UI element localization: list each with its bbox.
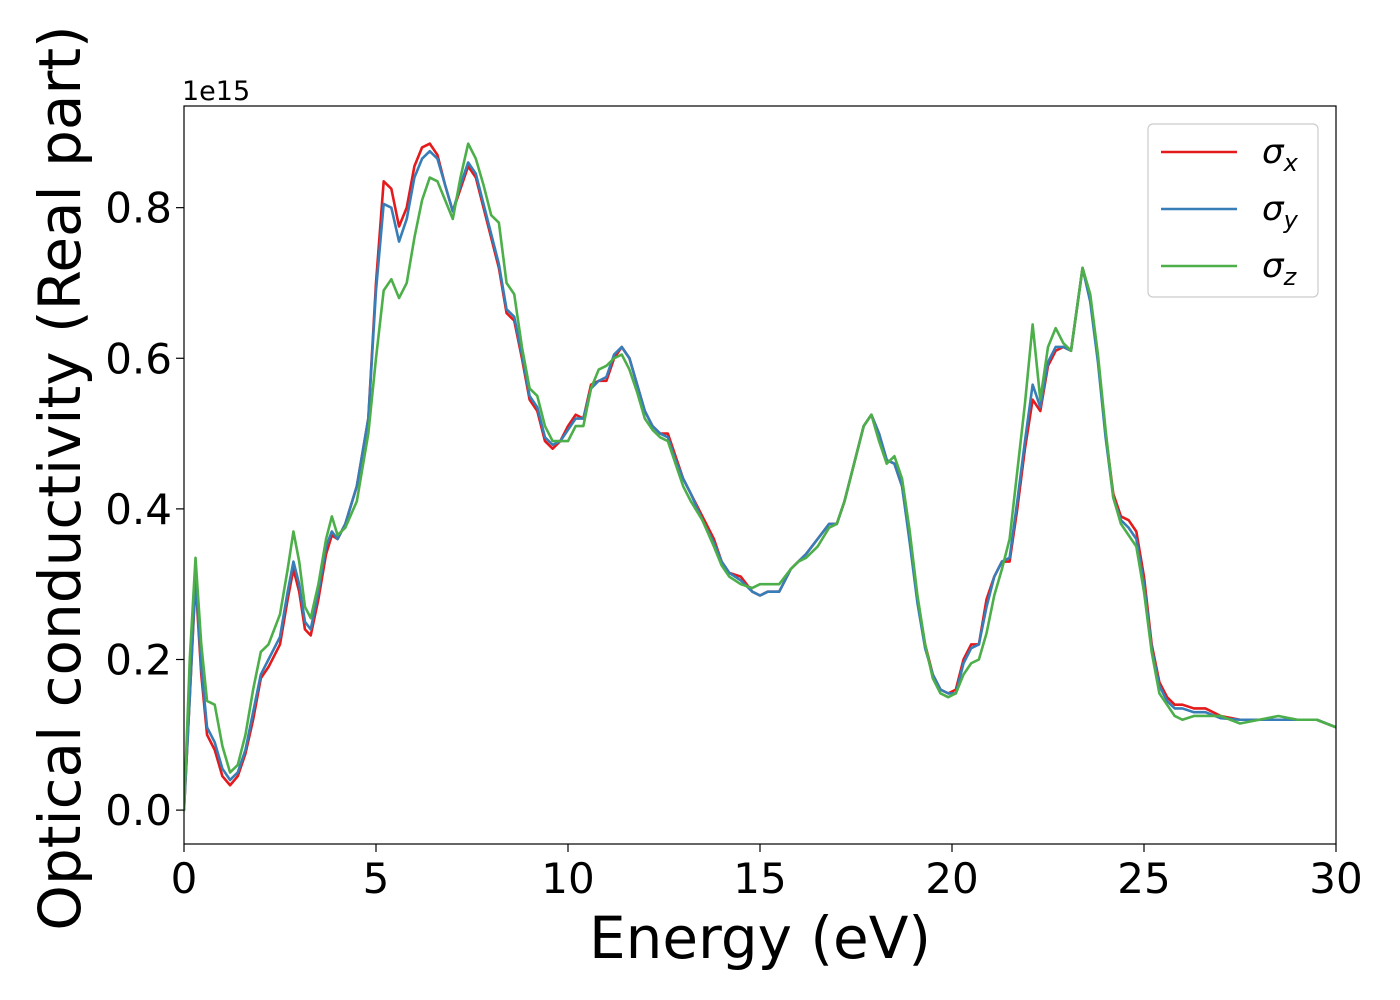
x-tick-label: 0 xyxy=(171,854,198,903)
y-axis-ticks: 0.0 0.2 0.4 0.6 0.8 xyxy=(105,184,184,835)
series-layer xyxy=(184,142,1336,812)
x-tick-label: 10 xyxy=(541,854,594,903)
x-tick-label: 25 xyxy=(1117,854,1170,903)
legend-label-z: σz xyxy=(1262,246,1298,291)
legend-frame xyxy=(1147,123,1319,298)
legend-label-x: σx xyxy=(1262,132,1299,177)
x-axis-title: Energy (eV) xyxy=(589,904,931,972)
y-axis-offset-label: 1e15 xyxy=(182,76,250,107)
x-tick-label: 15 xyxy=(733,854,786,903)
y-tick-label: 0.8 xyxy=(105,184,172,233)
legend: σx σy σz xyxy=(1147,123,1319,298)
x-tick-label: 30 xyxy=(1309,854,1362,903)
y-tick-label: 0.0 xyxy=(105,786,172,835)
legend-label-y: σy xyxy=(1262,189,1299,234)
y-tick-label: 0.4 xyxy=(105,485,172,534)
y-tick-label: 0.6 xyxy=(105,334,172,383)
x-tick-label: 20 xyxy=(925,854,978,903)
x-tick-label: 5 xyxy=(363,854,390,903)
series-line-z xyxy=(184,142,1336,812)
y-axis-title: Optical conductivity (Real part) xyxy=(26,25,94,930)
x-axis-ticks: 0 5 10 15 20 25 30 xyxy=(171,844,1363,903)
y-tick-label: 0.2 xyxy=(105,636,172,685)
